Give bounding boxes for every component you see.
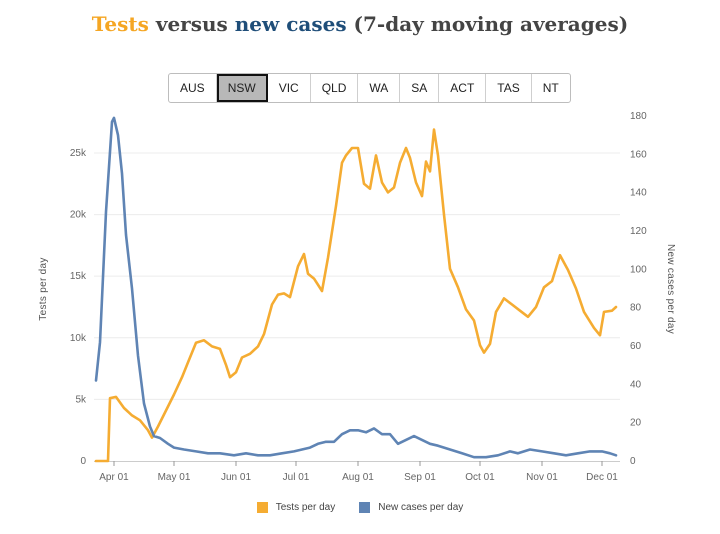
legend-label-tests: Tests per day — [275, 502, 336, 513]
x-tick-1: May 01 — [158, 472, 191, 483]
legend-item-cases[interactable]: New cases per day — [359, 502, 463, 513]
x-tick-8: Dec 01 — [586, 472, 618, 483]
tab-qld[interactable]: QLD — [311, 74, 359, 102]
legend-label-cases: New cases per day — [378, 502, 464, 513]
title-new-cases: new cases — [234, 12, 347, 36]
y-left-tick-4: 20k — [70, 210, 87, 221]
tab-nt[interactable]: NT — [542, 81, 559, 95]
y-right-tick-9: 180 — [630, 111, 647, 122]
y-left-tick-0: 0 — [80, 456, 86, 467]
tab-act[interactable]: ACT — [439, 74, 487, 102]
tab-vic[interactable]: VIC — [268, 74, 311, 102]
y-right-tick-2: 40 — [630, 379, 642, 390]
y-left-tick-3: 15k — [70, 271, 87, 282]
tab-aus[interactable]: AUS — [169, 74, 217, 102]
legend: Tests per day New cases per day — [0, 502, 720, 513]
x-tick-6: Oct 01 — [465, 472, 495, 483]
y-right-tick-3: 60 — [630, 341, 642, 352]
legend-swatch-tests — [256, 502, 268, 513]
x-tick-4: Aug 01 — [342, 472, 374, 483]
title-suffix: (7-day moving averages) — [346, 12, 629, 36]
series-line-cases — [94, 116, 618, 459]
x-tick-5: Sep 01 — [404, 472, 436, 483]
tab-nsw[interactable]: NSW — [216, 74, 268, 102]
y-right-tick-4: 80 — [630, 303, 642, 314]
y-left-tick-1: 5k — [75, 394, 87, 405]
legend-swatch-cases — [359, 502, 371, 513]
tab-sa[interactable]: SA — [400, 74, 440, 102]
series-line-tests — [94, 128, 618, 463]
x-tick-3: Jul 01 — [283, 472, 310, 483]
chart-title: Tests versus new cases (7-day moving ave… — [0, 12, 720, 36]
y-right-tick-8: 160 — [630, 149, 647, 160]
y-left-tick-2: 10k — [70, 333, 87, 344]
y-right-tick-1: 20 — [630, 418, 642, 429]
y-right-tick-6: 120 — [630, 226, 647, 237]
tab-tas[interactable]: TAS — [486, 74, 532, 102]
state-tab-bar: AUS NSW VIC QLD WA SA ACT TAS NT — [168, 73, 571, 103]
y-right-axis-label: New cases per day — [665, 244, 676, 334]
title-tests: Tests — [91, 12, 149, 36]
y-right-tick-7: 140 — [630, 188, 647, 199]
y-left-axis-label: Tests per day — [38, 257, 49, 320]
x-tick-0: Apr 01 — [99, 472, 129, 483]
x-tick-7: Nov 01 — [526, 472, 558, 483]
y-left-tick-5: 25k — [70, 148, 87, 159]
y-right-tick-5: 100 — [630, 264, 647, 275]
y-right-tick-0: 0 — [630, 456, 636, 467]
legend-item-tests[interactable]: Tests per day — [256, 502, 336, 513]
x-tick-2: Jun 01 — [221, 472, 251, 483]
title-versus: versus — [148, 12, 235, 36]
tab-wa[interactable]: WA — [358, 74, 401, 102]
